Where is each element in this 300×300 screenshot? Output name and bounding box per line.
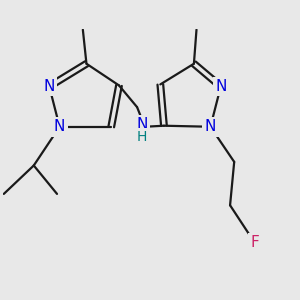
Text: F: F xyxy=(250,236,259,250)
Text: H: H xyxy=(137,130,147,144)
Text: N: N xyxy=(205,119,216,134)
Text: N: N xyxy=(136,117,148,132)
Text: N: N xyxy=(215,79,226,94)
Text: N: N xyxy=(54,119,65,134)
Text: N: N xyxy=(44,79,55,94)
